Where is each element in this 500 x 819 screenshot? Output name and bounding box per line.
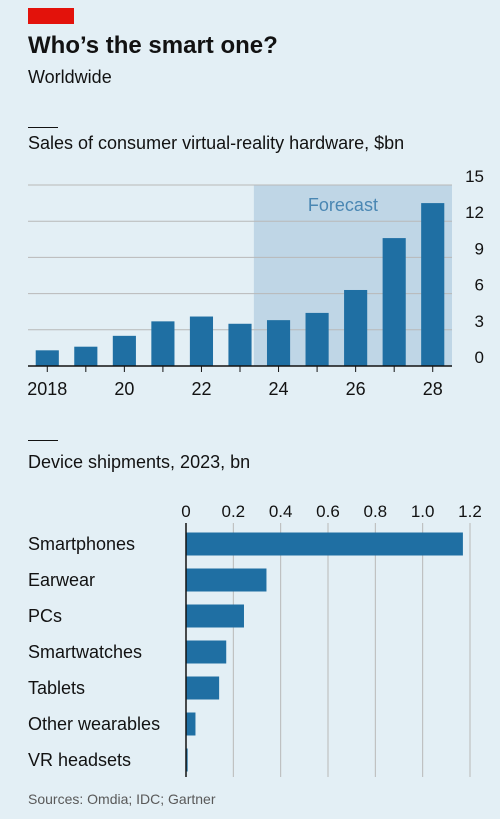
- bar: [186, 712, 196, 736]
- category-label: Other wearables: [28, 714, 160, 734]
- chart2-title-rule: [28, 440, 58, 441]
- x-tick-label: 22: [191, 379, 211, 399]
- chart1-title-rule: [28, 127, 58, 128]
- x-tick-label: 0.4: [269, 502, 293, 521]
- bar: [112, 335, 136, 366]
- bar: [186, 748, 188, 772]
- bar: [189, 316, 214, 366]
- x-tick-label: 0.8: [364, 502, 388, 521]
- bar: [186, 532, 463, 556]
- bar: [186, 640, 227, 664]
- y-tick-label: 15: [465, 167, 484, 186]
- bar: [344, 289, 368, 366]
- bar: [186, 568, 267, 592]
- chart1-title: Sales of consumer virtual-reality hardwa…: [28, 133, 405, 153]
- x-tick-label: 0: [181, 502, 190, 521]
- bar: [305, 312, 329, 366]
- forecast-label: Forecast: [308, 195, 378, 215]
- bar: [35, 350, 59, 366]
- y-tick-label: 9: [475, 239, 484, 258]
- bar: [382, 238, 406, 366]
- y-tick-label: 0: [475, 348, 484, 367]
- x-tick-label: 28: [423, 379, 443, 399]
- category-label: PCs: [28, 606, 62, 626]
- brand-red-tag: [28, 8, 74, 24]
- bar: [186, 676, 220, 700]
- y-tick-label: 3: [475, 312, 484, 331]
- source-note: Sources: Omdia; IDC; Gartner: [28, 791, 216, 807]
- vr-sales-chart: Forecast 0 3 6 9 12 15 2018 20 22 24 26 28: [27, 167, 484, 399]
- bar: [421, 203, 445, 366]
- category-label: Earwear: [28, 570, 95, 590]
- x-tick-label: 24: [269, 379, 289, 399]
- x-tick-label: 26: [346, 379, 366, 399]
- bar: [74, 346, 98, 366]
- x-tick-label: 2018: [27, 379, 67, 399]
- y-tick-label: 6: [475, 276, 484, 295]
- x-tick-label: 0.2: [222, 502, 246, 521]
- page-title: Who’s the smart one?: [28, 32, 278, 59]
- category-label: VR headsets: [28, 750, 131, 770]
- category-label: Smartphones: [28, 534, 135, 554]
- bar: [266, 320, 291, 366]
- category-label: Tablets: [28, 678, 85, 698]
- y-tick-label: 12: [465, 203, 484, 222]
- chart2-title: Device shipments, 2023, bn: [28, 452, 251, 472]
- bar: [228, 323, 252, 366]
- device-shipments-chart: 0 0.2 0.4 0.6 0.8 1.0 1.2 Smartphones Earwear PCs…: [28, 502, 482, 777]
- page-subtitle: Worldwide: [28, 67, 112, 87]
- x-tick-label: 1.0: [411, 502, 435, 521]
- x-tick-label: 20: [114, 379, 134, 399]
- bar: [151, 321, 175, 366]
- x-tick-label: 1.2: [458, 502, 482, 521]
- x-tick-label: 0.6: [316, 502, 340, 521]
- bar: [186, 604, 244, 628]
- category-label: Smartwatches: [28, 642, 142, 662]
